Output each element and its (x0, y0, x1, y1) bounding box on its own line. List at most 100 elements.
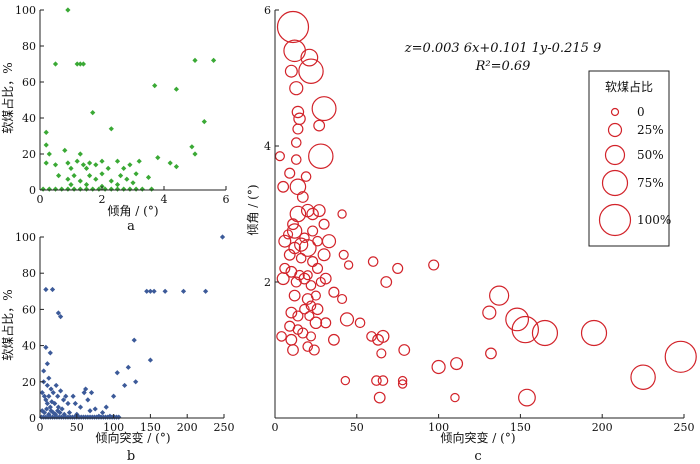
bubble (327, 333, 340, 346)
data-point (93, 162, 99, 168)
bubble (305, 300, 317, 312)
bubble (531, 319, 559, 347)
data-point (116, 414, 122, 420)
data-point (133, 171, 139, 177)
y-tick-label: 20 (22, 148, 36, 161)
x-tick-label: 100 (428, 421, 449, 434)
data-point (39, 390, 45, 396)
bubble (283, 229, 294, 240)
bubble (339, 312, 355, 327)
bubble (276, 272, 290, 286)
y-tick-label: 60 (22, 76, 36, 89)
data-point (136, 158, 142, 164)
bubble (290, 154, 302, 165)
chart-a-x-axis-label: 倾角 / (°) (107, 204, 158, 218)
data-point (47, 350, 53, 356)
bubble (305, 280, 317, 291)
bubble (482, 305, 497, 320)
bubble (278, 234, 292, 248)
data-point (88, 390, 95, 396)
legend-label: 0 (637, 105, 645, 119)
bubble (307, 256, 319, 268)
data-point (114, 182, 121, 188)
bubble (372, 333, 384, 346)
bubble (397, 379, 408, 389)
data-point (173, 164, 179, 170)
bubble (338, 249, 349, 260)
data-point (55, 310, 61, 316)
data-point (162, 288, 168, 294)
data-point (46, 151, 52, 157)
bubble (428, 259, 440, 271)
data-point (80, 162, 86, 168)
data-point (127, 186, 133, 192)
bubble (276, 10, 310, 44)
data-point (44, 406, 50, 412)
data-point (52, 400, 58, 407)
data-point (192, 57, 198, 63)
y-tick-label: 100 (15, 4, 36, 17)
bubble (312, 235, 323, 247)
chart-b: 0 50 100 150 200 250 0 20 40 60 80 100 倾向突变 / (°) 软… (0, 231, 235, 464)
data-point (133, 379, 139, 385)
data-point (77, 186, 83, 192)
data-point (121, 165, 127, 171)
bubble (337, 293, 348, 305)
bubble (343, 260, 354, 270)
data-point (87, 408, 93, 414)
bubble (309, 316, 323, 330)
x-tick-label: 2 (99, 193, 106, 206)
legend-bubble (604, 144, 626, 166)
data-point (219, 234, 226, 240)
data-point (68, 165, 74, 171)
x-tick-label: 0 (37, 193, 44, 206)
bubble (283, 248, 296, 261)
bubble (392, 262, 404, 274)
data-point (66, 409, 73, 416)
data-point (201, 119, 207, 125)
data-point (43, 344, 49, 351)
y-tick-label: 80 (22, 267, 36, 280)
data-point (43, 142, 49, 148)
bubble (284, 64, 298, 78)
data-point (44, 361, 50, 367)
data-point (127, 162, 133, 168)
data-point (114, 370, 120, 376)
x-tick-label: 6 (223, 193, 230, 206)
data-point (49, 399, 55, 405)
bubble (295, 252, 307, 264)
data-point (65, 400, 71, 407)
data-point (151, 288, 157, 294)
bubble (450, 357, 464, 371)
bubble (485, 347, 497, 360)
data-point (58, 388, 64, 394)
y-tick-label: 0 (29, 412, 36, 425)
legend-bubble (607, 122, 623, 138)
bubble (274, 151, 285, 162)
bubble (398, 344, 411, 356)
data-point (77, 178, 83, 184)
bubble (397, 375, 408, 386)
data-point (122, 382, 128, 389)
data-point (147, 357, 153, 363)
data-point (93, 176, 99, 182)
data-point (77, 61, 83, 67)
bubble (313, 119, 326, 132)
data-point (203, 288, 209, 294)
data-point (43, 397, 49, 403)
bubble (317, 248, 331, 262)
bubble (304, 310, 315, 322)
bubble (302, 341, 314, 352)
data-point (41, 409, 48, 416)
data-point (52, 186, 59, 192)
bubble (376, 348, 387, 359)
bubble (376, 329, 390, 343)
legend-label: 75% (637, 176, 664, 190)
data-point (41, 368, 47, 374)
data-point (124, 176, 130, 182)
data-point (103, 404, 109, 410)
chart-a-points (40, 7, 217, 192)
data-point (41, 393, 48, 399)
data-point (46, 393, 52, 399)
bubble (287, 218, 299, 231)
